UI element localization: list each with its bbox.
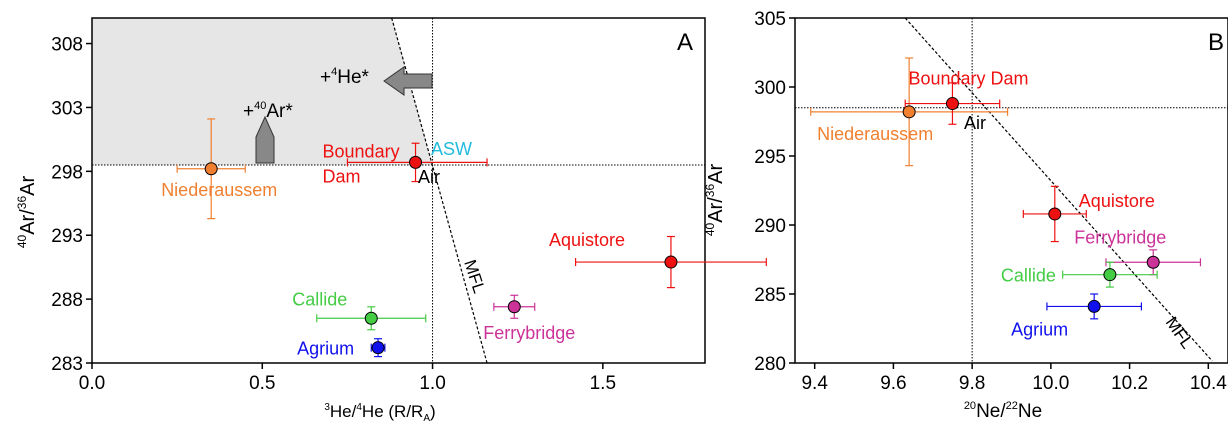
sample-label: Niederaussem	[817, 124, 933, 144]
x-axis-ticks: 0.0 0.5 1.0 1.5	[79, 363, 616, 394]
data-points: Niederaussem Boundary Dam Aquistore Ferrybri…	[161, 118, 767, 359]
y-tick-label: 290	[754, 216, 786, 237]
panel-b-letter: B	[1208, 29, 1224, 56]
sample-label: Agrium	[297, 339, 354, 359]
sample-point-agrium: Agrium	[1011, 293, 1143, 339]
x-tick-label: 10.2	[1111, 373, 1148, 394]
sample-marker	[902, 105, 916, 119]
y-tick-label: 288	[51, 290, 83, 311]
y-tick-label: 300	[754, 78, 786, 99]
sample-marker	[371, 341, 385, 355]
sample-label: Aquistore	[549, 230, 625, 250]
sample-point-aquistore: Aquistore	[1022, 185, 1155, 243]
y-tick-label: 293	[51, 226, 83, 247]
sample-marker	[1103, 268, 1117, 282]
sample-point-boundary-dam: Boundary Dam	[323, 141, 488, 186]
y-axis-title-a: 40Ar/36Ar	[15, 176, 39, 249]
asw-label: ASW	[431, 139, 472, 159]
sample-point-agrium: Agrium	[297, 338, 386, 359]
mfl-label-b: MFL	[1162, 313, 1197, 352]
y-tick-label: 298	[51, 162, 83, 183]
mfl-label-a: MFL	[460, 257, 489, 295]
sample-label: Dam	[323, 166, 361, 186]
sample-point-aquistore: Aquistore	[549, 230, 767, 289]
sample-label: Ferrybridge	[1074, 227, 1166, 247]
sample-point-niederaussem: Niederaussem	[161, 118, 277, 220]
sample-marker	[507, 300, 521, 314]
y-tick-label: 283	[51, 354, 83, 375]
sample-point-ferrybridge: Ferrybridge	[1074, 227, 1202, 276]
sample-marker	[1048, 207, 1062, 221]
x-axis-title-b: 20Ne/22Ne	[964, 400, 1042, 422]
sample-label: Aquistore	[1079, 191, 1155, 211]
panel-a: 0.0 0.5 1.0 1.5 283 288 293 298 303 308 Niederau…	[15, 17, 767, 424]
panel-a-letter: A	[677, 29, 693, 56]
y-axis-ticks: 283 288 293 298 303 308	[51, 35, 92, 375]
sample-label: Agrium	[1011, 319, 1068, 339]
ar-excess-label: +40Ar*	[243, 100, 293, 122]
panel-b: 9.4 9.6 9.8 10.0 10.2 10.4 280 285 290 295 300 305…	[703, 9, 1228, 422]
y-tick-label: 305	[754, 9, 786, 30]
x-tick-label: 9.8	[959, 373, 985, 394]
x-tick-label: 9.6	[880, 373, 906, 394]
sample-point-boundary-dam: Boundary Dam	[904, 69, 1029, 125]
sample-label: Callide	[292, 289, 347, 309]
sample-marker	[1087, 299, 1101, 313]
sample-marker	[364, 311, 378, 325]
ar-excess-arrow	[255, 115, 275, 164]
panel-a-plot-frame	[91, 17, 706, 364]
x-axis-ticks-b: 9.4 9.6 9.8 10.0 10.2 10.4	[801, 363, 1227, 394]
y-axis-ticks-b: 280 285 290 295 300 305	[754, 9, 795, 375]
sample-marker	[1146, 255, 1160, 269]
mass-fractionation-line	[391, 17, 488, 364]
sample-marker	[945, 97, 959, 111]
x-tick-label: 10.0	[1032, 373, 1069, 394]
x-tick-label: 0.0	[79, 373, 105, 394]
y-tick-label: 303	[51, 98, 83, 119]
x-tick-label: 10.4	[1190, 373, 1227, 394]
y-axis-title-b: 40Ar/36Ar	[703, 164, 727, 237]
y-tick-label: 295	[754, 147, 786, 168]
sample-label: Boundary Dam	[908, 69, 1028, 89]
sample-point-niederaussem: Niederaussem	[810, 57, 1009, 167]
air-label-a: Air	[418, 167, 440, 187]
sample-point-callide: Callide	[1001, 261, 1158, 288]
sample-marker	[664, 255, 678, 269]
he-excess-label: +4He*	[320, 66, 370, 88]
x-tick-label: 9.4	[801, 373, 828, 394]
sample-label: Boundary	[323, 141, 400, 161]
x-tick-label: 1.0	[419, 373, 445, 394]
sample-label: Niederaussem	[161, 180, 277, 200]
x-tick-label: 1.5	[590, 373, 616, 394]
air-label-b: Air	[964, 113, 986, 133]
mass-fractionation-line-b	[904, 17, 1213, 362]
sample-marker	[409, 155, 423, 169]
y-tick-label: 285	[754, 285, 786, 306]
y-tick-label: 280	[754, 354, 786, 375]
panel-b-plot-frame	[794, 17, 1228, 364]
sample-label: Ferrybridge	[483, 323, 575, 343]
noble-gas-excess-shaded-region	[92, 18, 433, 165]
sample-point-callide: Callide	[292, 289, 427, 331]
he-excess-arrow	[383, 66, 433, 96]
y-tick-label: 308	[51, 35, 83, 56]
data-points-b: Niederaussem Boundary Dam Aquistore Ferrybr…	[810, 57, 1202, 339]
x-tick-label: 0.5	[249, 373, 275, 394]
sample-label: Callide	[1001, 266, 1056, 286]
x-axis-title-a: 3He/4He (R/RA)	[324, 402, 435, 424]
sample-point-ferrybridge: Ferrybridge	[483, 294, 575, 343]
sample-marker	[204, 162, 218, 176]
